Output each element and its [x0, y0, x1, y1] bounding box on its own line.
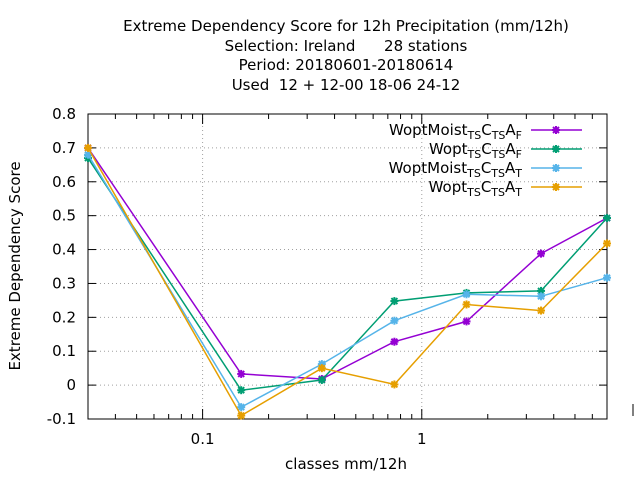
- legend-subscript: TS: [466, 186, 481, 199]
- legend-text: A: [505, 140, 516, 158]
- title-line-3: Period: 20180601-20180614: [239, 56, 454, 74]
- legend-text: Wopt: [429, 140, 468, 158]
- legend-label: WoptTSCTSAF: [429, 140, 522, 161]
- legend-text: C: [481, 178, 491, 196]
- data-point: [462, 300, 471, 309]
- legend-subscript: T: [514, 186, 522, 199]
- legend-text: WoptMoist: [389, 159, 468, 177]
- y-tick-label: 0.7: [52, 139, 76, 157]
- series-3: [84, 150, 611, 412]
- grid: [88, 114, 607, 419]
- legend-subscript: TS: [467, 148, 482, 161]
- data-point: [603, 273, 611, 282]
- y-tick-label: 0: [66, 376, 76, 394]
- legend-text: C: [481, 140, 491, 158]
- legend-marker: [552, 126, 560, 134]
- data-point: [390, 297, 399, 306]
- legend-subscript: TS: [491, 129, 506, 142]
- legend-marker: [552, 183, 560, 191]
- legend-text: C: [481, 159, 491, 177]
- legend-subscript: TS: [466, 167, 481, 180]
- legend-text: A: [505, 178, 516, 196]
- data-point: [390, 316, 399, 325]
- legend-text: A: [505, 159, 516, 177]
- x-axis-ticks: 0.1 1: [114, 114, 593, 448]
- legend-subscript: F: [516, 148, 522, 161]
- legend-label: WoptMoistTSCTSAT: [389, 159, 523, 180]
- series-2: [84, 154, 611, 395]
- data-point: [317, 364, 326, 373]
- y-axis-label: Extreme Dependency Score: [6, 161, 24, 370]
- legend-subscript: TS: [467, 129, 482, 142]
- y-tick-label: -0.1: [47, 410, 76, 428]
- series-line: [87, 147, 608, 380]
- x-tick-label: 0.1: [191, 430, 215, 448]
- data-point: [603, 239, 611, 248]
- legend-marker: [552, 145, 560, 153]
- legend-label: WoptMoistTSCTSAF: [389, 121, 522, 142]
- data-point: [84, 143, 92, 152]
- legend-text: A: [505, 121, 516, 139]
- series-4: [84, 143, 611, 420]
- data-point: [537, 306, 546, 315]
- x-tick-label: 1: [417, 430, 427, 448]
- y-tick-label: 0.4: [52, 241, 76, 259]
- data-point: [390, 337, 399, 346]
- y-tick-label: 0.1: [52, 342, 76, 360]
- data-point: [317, 376, 326, 385]
- series-line: [87, 154, 608, 409]
- y-tick-label: 0.2: [52, 308, 76, 326]
- series-1: [84, 143, 611, 384]
- legend-text: C: [481, 121, 491, 139]
- data-point: [462, 290, 471, 299]
- title-line-1: Extreme Dependency Score for 12h Precipi…: [123, 17, 569, 35]
- data-point: [462, 317, 471, 326]
- y-tick-label: 0.8: [52, 105, 76, 123]
- series: [84, 143, 611, 420]
- y-tick-label: 0.3: [52, 274, 76, 292]
- y-axis-ticks: -0.1 0 0.1 0.2 0.3 0.4 0.5 0.6 0.7 0.8: [47, 105, 607, 428]
- chart-title: Extreme Dependency Score for 12h Precipi…: [123, 17, 569, 94]
- legend-subscript: TS: [490, 186, 505, 199]
- data-point: [390, 380, 399, 389]
- data-point: [537, 249, 546, 258]
- series-line: [87, 157, 608, 392]
- y-tick-label: 0.6: [52, 173, 76, 191]
- y-tick-label: 0.5: [52, 207, 76, 225]
- legend-text: Wopt: [429, 178, 468, 196]
- legend-marker: [552, 164, 560, 172]
- legend: WoptMoistTSCTSAFWoptTSCTSAFWoptMoistTSCT…: [389, 121, 582, 199]
- title-line-4: Used 12 + 12-00 18-06 24-12: [232, 76, 461, 94]
- plot-frame: [87, 113, 608, 420]
- legend-text: WoptMoist: [389, 121, 468, 139]
- legend-subscript: TS: [490, 167, 505, 180]
- data-point: [237, 403, 246, 412]
- data-point: [603, 214, 611, 223]
- data-point: [237, 411, 246, 420]
- data-point: [237, 386, 246, 395]
- title-line-2: Selection: Ireland 28 stations: [225, 37, 468, 55]
- data-point: [537, 292, 546, 301]
- legend-subscript: F: [516, 129, 522, 142]
- x-axis-label: classes mm/12h: [285, 455, 407, 473]
- legend-label: WoptTSCTSAT: [429, 178, 523, 199]
- legend-subscript: TS: [491, 148, 506, 161]
- legend-subscript: T: [514, 167, 522, 180]
- data-point: [237, 369, 246, 378]
